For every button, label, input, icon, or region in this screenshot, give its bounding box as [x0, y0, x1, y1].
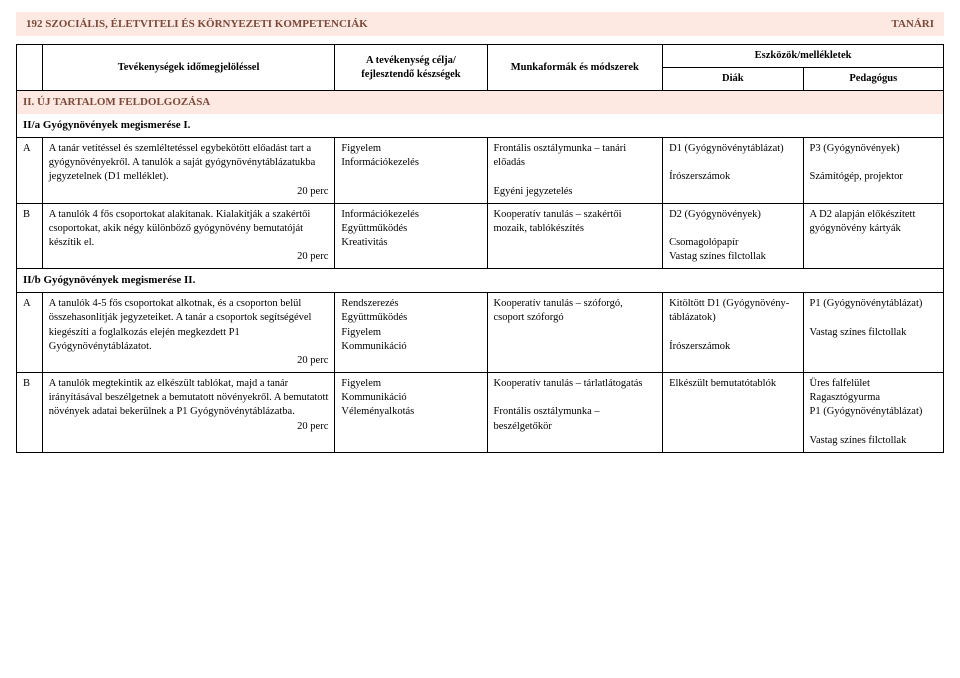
ped-cell: P3 (Gyógy­növények) Számítógép, projekto… — [803, 138, 943, 204]
col-tools: Eszközök/mellékletek — [663, 45, 944, 68]
diak-cell: Kitöltött D1 (Gyógynövény­táblázatok) Ír… — [663, 293, 803, 373]
time-text: 20 perc — [49, 185, 329, 199]
ped-cell: Üres falfelület Ragasztógyurma P1 (Gyógy… — [803, 373, 943, 453]
activity-text: A tanulók 4-5 fős csoportokat alkotnak, … — [49, 298, 312, 352]
activity-text: A tanulók 4 fős csoportokat alakítanak. … — [49, 209, 311, 248]
table-row: B A tanulók megtekintik az elkészült tab… — [17, 373, 944, 453]
section-iib-title: II/b Gyógynövények megismerése II. — [17, 269, 944, 293]
activity-text: A tanulók megtekintik az elkészült tabló… — [49, 378, 329, 417]
col-ped: Pedagógus — [803, 68, 943, 91]
activity-cell: A tanulók 4-5 fős csoportokat alkotnak, … — [42, 293, 335, 373]
goal-cell: Rendszerezés Együttműködés Figyelem Komm… — [335, 293, 487, 373]
col-method: Munkaformák és módszerek — [487, 45, 663, 91]
activity-cell: A tanulók megtekintik az elkészült tabló… — [42, 373, 335, 453]
method-cell: Kooperatív tanulás – szakértői mozaik, t… — [487, 203, 663, 269]
table-row: A A tanár vetítéssel és szemléltetéssel … — [17, 138, 944, 204]
table-row: A A tanulók 4-5 fős csoportokat alkotnak… — [17, 293, 944, 373]
row-label: A — [17, 138, 43, 204]
method-cell: Frontális osztálymunka – tanári előadás … — [487, 138, 663, 204]
col-activity: Tevékenységek időmegjelöléssel — [42, 45, 335, 91]
section-ii-title: II. ÚJ TARTALOM FELDOLGOZÁSA — [17, 91, 944, 114]
goal-cell: Információkezelés Együttműködés Kreativi… — [335, 203, 487, 269]
time-text: 20 perc — [49, 354, 329, 368]
col-blank — [17, 45, 43, 91]
col-goal: A tevékenység célja/ fejlesztendő készsé… — [335, 45, 487, 91]
method-cell: Kooperatív tanulás – tárlatlátogatás Fro… — [487, 373, 663, 453]
time-text: 20 perc — [49, 250, 329, 264]
time-text: 20 perc — [49, 420, 329, 434]
ped-cell: A D2 alapján előkészített gyógynövény ká… — [803, 203, 943, 269]
method-cell: Kooperatív tanulás – szóforgó, csoport s… — [487, 293, 663, 373]
row-label: A — [17, 293, 43, 373]
page-header: 192 SZOCIÁLIS, ÉLETVITELI ÉS KÖRNYEZETI … — [16, 12, 944, 36]
goal-cell: Figyelem Kommunikáció Véleményalkotás — [335, 373, 487, 453]
row-label: B — [17, 373, 43, 453]
lesson-plan-table: Tevékenységek időmegjelöléssel A tevéken… — [16, 44, 944, 453]
activity-cell: A tanulók 4 fős csoportokat alakítanak. … — [42, 203, 335, 269]
row-label: B — [17, 203, 43, 269]
ped-cell: P1 (Gyógy­növénytáblázat) Vastag színes … — [803, 293, 943, 373]
header-left: 192 SZOCIÁLIS, ÉLETVITELI ÉS KÖRNYEZETI … — [26, 18, 368, 30]
col-diak: Diák — [663, 68, 803, 91]
diak-cell: Elkészült bemutatótablók — [663, 373, 803, 453]
section-iia-title: II/a Gyógynövények megismerése I. — [17, 114, 944, 137]
diak-cell: D2 (Gyógy­növények) Csomagolópapír Vasta… — [663, 203, 803, 269]
activity-text: A tanár vetítéssel és szemléltetéssel eg… — [49, 143, 316, 182]
activity-cell: A tanár vetítéssel és szemléltetéssel eg… — [42, 138, 335, 204]
header-right: TANÁRI — [891, 18, 934, 30]
diak-cell: D1 (Gyógy­növénytáblázat) Írószerszámok — [663, 138, 803, 204]
goal-cell: Figyelem Információkezelés — [335, 138, 487, 204]
table-row: B A tanulók 4 fős csoportokat alakítanak… — [17, 203, 944, 269]
